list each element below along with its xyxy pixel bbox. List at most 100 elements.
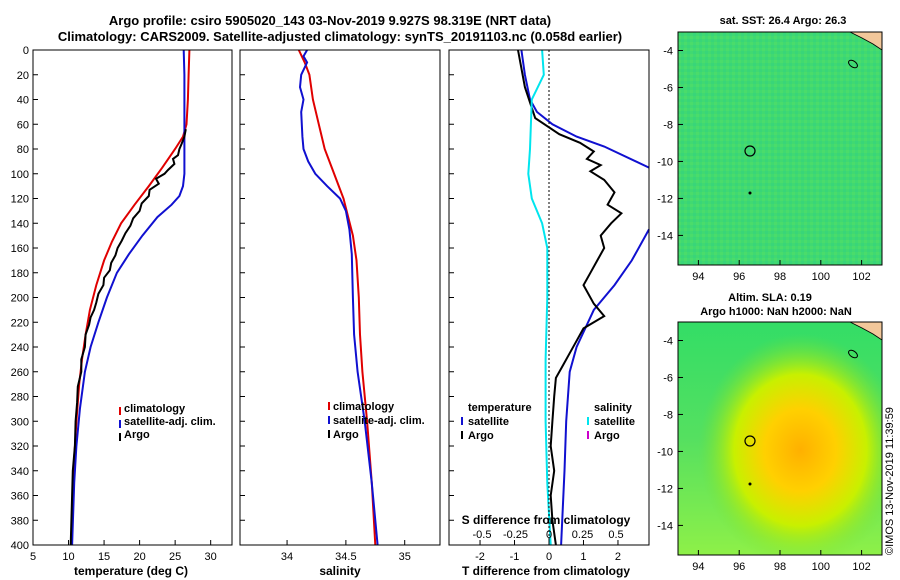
- t-difference-xlabel: T difference from climatology: [462, 564, 630, 578]
- sst-island-icon: [848, 59, 858, 69]
- salinity-series-satellite-adj-clim-: [298, 49, 379, 546]
- temperature-axes-frame: [32, 49, 233, 546]
- temperature-series-group: [69, 49, 191, 546]
- legend-argo: Argo: [124, 429, 150, 441]
- legend-argo: Argo: [333, 429, 359, 441]
- difference-legend-right: salinity satellite Argo: [587, 402, 635, 442]
- sst-point: [748, 191, 752, 195]
- sla-map-lon-label: 96: [733, 561, 745, 573]
- sla-map-y-ticks: -4 -6 -8 -10 -12 -14: [657, 335, 683, 532]
- difference-series-t-argo: [517, 49, 624, 546]
- depth-y-tick-label: 320: [11, 441, 29, 453]
- depth-y-tick-label: 120: [11, 194, 29, 206]
- salinity-series-climatology: [297, 49, 377, 546]
- depth-y-tick-label: 360: [11, 491, 29, 503]
- sst-map-lat-label: -8: [663, 119, 673, 131]
- depth-y-tick-label: 300: [11, 416, 29, 428]
- title-line-1: Argo profile: csiro 5905020_143 03-Nov-2…: [109, 13, 551, 28]
- sst-map-title: sat. SST: 26.4 Argo: 26.3: [720, 15, 847, 27]
- title-line-2: Climatology: CARS2009. Satellite-adjuste…: [58, 29, 622, 44]
- depth-y-tick-label: 160: [11, 243, 29, 255]
- t-difference-x-tick-label: -1: [510, 551, 520, 563]
- sla-map-lat-label: -12: [657, 483, 673, 495]
- temperature-panel: 5 10 15 20 25 30 0 20 40 60 80 100 120 140 160 180 200 2…: [11, 45, 233, 578]
- difference-x-ticks: -2 -1 0 1 2: [475, 540, 621, 563]
- sst-map-lat-label: -12: [657, 193, 673, 205]
- s-difference-ticks: -0.5 -0.25 0 0.25 0.5: [473, 529, 624, 541]
- difference-series-s-satellite: [527, 49, 552, 546]
- depth-y-tick-label: 260: [11, 367, 29, 379]
- temperature-xlabel: temperature (deg C): [74, 564, 188, 578]
- sla-map-lat-label: -8: [663, 409, 673, 421]
- sla-map-lon-label: 94: [692, 561, 704, 573]
- depth-y-tick-label: 0: [23, 45, 29, 57]
- sla-map-lat-label: -6: [663, 372, 673, 384]
- legend-salinity-heading: salinity: [594, 402, 633, 414]
- temperature-series-climatology: [70, 49, 191, 546]
- depth-y-ticks: 0 20 40 60 80 100 120 140 160 180 200 220 240 260 280 3…: [11, 45, 38, 552]
- sst-map-lon-label: 96: [733, 271, 745, 283]
- sst-map-shade: [678, 32, 882, 265]
- difference-series-t-satellite: [520, 49, 650, 169]
- sla-map-title-line-1: Altim. SLA: 0.19: [728, 292, 812, 304]
- depth-y-tick-label: 40: [17, 95, 29, 107]
- temperature-x-tick-label: 25: [169, 551, 181, 563]
- sst-map-lat-label: -4: [663, 45, 673, 57]
- sst-map-panel: sat. SST: 26.4 Argo: 26.3 94 96 98 100 102 -…: [657, 15, 883, 283]
- salinity-x-tick-label: 35: [399, 551, 411, 563]
- salinity-axes-frame: [239, 49, 441, 546]
- salinity-xlabel: salinity: [319, 564, 361, 578]
- legend-climatology: climatology: [124, 403, 186, 415]
- sst-map-lat-label: -6: [663, 82, 673, 94]
- salinity-panel: 34 34.5 35 salinity climatology satellite-…: [239, 49, 441, 578]
- salinity-x-ticks: 34 34.5 35: [281, 540, 411, 563]
- temperature-series-argo: [69, 129, 187, 546]
- temperature-legend: climatology satellite-adj. clim. Argo: [119, 403, 216, 441]
- sla-map-lat-label: -4: [663, 335, 673, 347]
- difference-y-minor-ticks: [449, 49, 454, 546]
- temperature-x-tick-label: 10: [62, 551, 74, 563]
- t-difference-x-tick-label: 0: [546, 551, 552, 563]
- sst-map-lon-label: 100: [812, 271, 830, 283]
- depth-y-tick-label: 80: [17, 144, 29, 156]
- t-difference-x-tick-label: 2: [615, 551, 621, 563]
- difference-series-t-satellite-deep-: [560, 228, 650, 546]
- s-difference-tick-label: 0: [546, 529, 552, 541]
- sst-map-y-ticks: -4 -6 -8 -10 -12 -14: [657, 45, 683, 242]
- depth-y-tick-label: 220: [11, 317, 29, 329]
- depth-y-tick-label: 180: [11, 268, 29, 280]
- sst-map-x-ticks: 94 96 98 100 102: [692, 260, 871, 283]
- temperature-x-tick-label: 30: [205, 551, 217, 563]
- legend-climatology: climatology: [333, 401, 395, 413]
- legend-t-satellite: satellite: [468, 416, 509, 428]
- copyright-label: ©IMOS 13-Nov-2019 11:39:59: [884, 407, 896, 555]
- s-difference-tick-label: 0.25: [572, 529, 593, 541]
- temperature-x-tick-label: 5: [30, 551, 36, 563]
- sst-map-lon-label: 94: [692, 271, 704, 283]
- temperature-series-satellite-adj-clim-: [71, 49, 186, 546]
- salinity-legend: climatology satellite-adj. clim. Argo: [328, 401, 425, 441]
- temperature-x-tick-label: 15: [98, 551, 110, 563]
- s-difference-tick-label: -0.25: [503, 529, 528, 541]
- sst-map-lon-label: 102: [852, 271, 870, 283]
- sst-map-lon-label: 98: [774, 271, 786, 283]
- t-difference-x-tick-label: -2: [475, 551, 485, 563]
- depth-y-tick-label: 380: [11, 515, 29, 527]
- depth-y-tick-label: 340: [11, 466, 29, 478]
- legend-satellite: satellite-adj. clim.: [124, 416, 216, 428]
- depth-y-tick-label: 140: [11, 218, 29, 230]
- depth-y-tick-label: 200: [11, 293, 29, 305]
- salinity-x-tick-label: 34: [281, 551, 293, 563]
- salinity-series-group: [297, 49, 379, 546]
- legend-s-argo: Argo: [594, 430, 620, 442]
- depth-y-tick-label: 60: [17, 119, 29, 131]
- sla-map-panel: Altim. SLA: 0.19 Argo h1000: NaN h2000: …: [657, 292, 883, 573]
- depth-y-tick-label: 20: [17, 70, 29, 82]
- difference-legend-left: temperature satellite Argo: [461, 402, 532, 442]
- sla-argo-position-marker: [744, 435, 756, 447]
- sla-island-icon: [848, 349, 858, 359]
- s-difference-tick-label: -0.5: [473, 529, 492, 541]
- legend-t-argo: Argo: [468, 430, 494, 442]
- t-difference-x-tick-label: 1: [580, 551, 586, 563]
